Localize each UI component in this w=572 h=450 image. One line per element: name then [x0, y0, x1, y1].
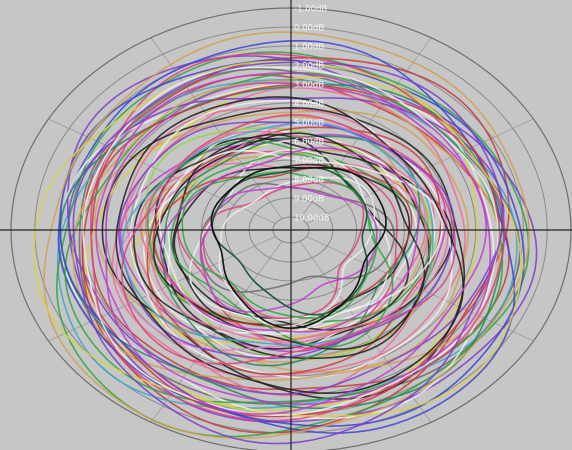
r-tick-label: 0.00dB — [294, 24, 324, 34]
series-trace — [33, 60, 522, 417]
r-tick-label: 3.00dB — [294, 81, 324, 91]
r-tick-label: 6.00dB — [294, 138, 324, 148]
series-trace — [43, 31, 530, 439]
series-trace — [95, 72, 492, 406]
highlighted-traces — [210, 166, 387, 329]
r-tick-label: 8.00dB — [294, 176, 324, 186]
series-trace — [68, 97, 505, 395]
r-tick-label: 1.00dB — [294, 43, 324, 53]
r-tick-label: 9.00dB — [294, 195, 324, 205]
highlighted-series-trace — [210, 166, 387, 329]
series-trace — [154, 137, 453, 350]
series-trace — [159, 147, 420, 333]
series-trace — [118, 121, 455, 359]
r-tick-label: 5.00dB — [294, 119, 324, 129]
series-trace — [143, 138, 436, 334]
r-tick-label: 10.00dB — [294, 214, 330, 224]
series-trace — [173, 163, 411, 326]
series-trace — [115, 96, 464, 394]
series-trace — [66, 55, 538, 423]
grid-spoke — [306, 118, 534, 224]
series-trace — [145, 130, 449, 342]
series-trace — [147, 140, 432, 327]
series-trace — [181, 171, 377, 319]
r-tick-label: 4.00dB — [294, 100, 324, 110]
series-trace — [57, 40, 516, 434]
series-trace — [82, 66, 499, 416]
series-trace — [121, 114, 456, 365]
series-trace — [90, 53, 506, 422]
r-tick-label: -1.00dB — [294, 5, 327, 15]
series-trace — [202, 181, 365, 320]
series-trace — [170, 153, 394, 348]
grid-spoke — [48, 118, 276, 224]
series-trace — [81, 83, 500, 418]
r-tick-label: 2.00dB — [294, 62, 324, 72]
series-trace — [81, 56, 510, 434]
r-axis-tick-labels: -1.00dB 0.00dB 1.00dB 2.00dB 3.00dB 4.00dB 5.0… — [294, 5, 330, 224]
series-trace — [199, 186, 378, 313]
series-trace — [72, 61, 504, 445]
r-tick-label: 7.00dB — [294, 157, 324, 167]
polar-traces — [33, 31, 538, 445]
series-trace — [199, 182, 395, 293]
